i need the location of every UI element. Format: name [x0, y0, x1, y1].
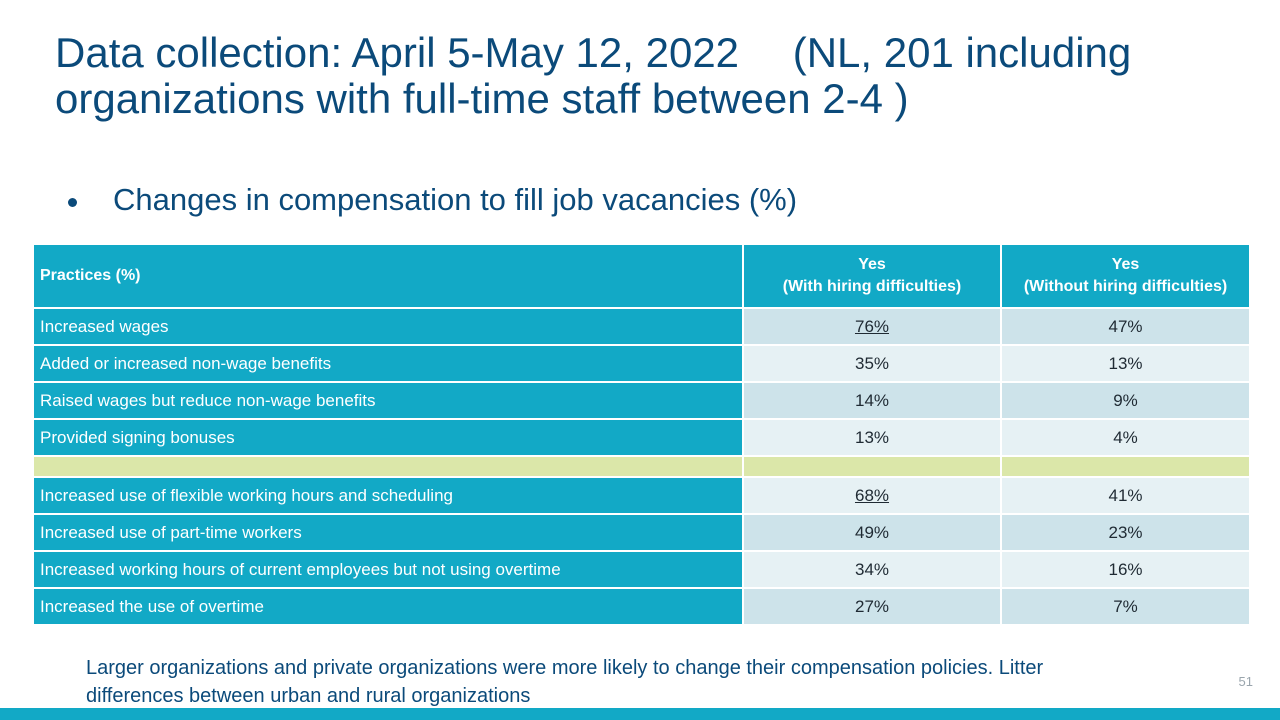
table-header-row: Practices (%) Yes (With hiring difficult… — [32, 243, 1251, 309]
value-without: 13% — [1000, 344, 1251, 383]
page-number: 51 — [1238, 674, 1253, 689]
bullet-text: Changes in compensation to fill job vaca… — [113, 182, 798, 217]
compensation-table: Practices (%) Yes (With hiring difficult… — [32, 243, 1251, 626]
value-with: 76% — [742, 307, 1002, 346]
value-with: 14% — [742, 381, 1002, 420]
table-row: Provided signing bonuses 13% 4% — [32, 418, 1251, 457]
value-without: 16% — [1000, 550, 1251, 589]
table-spacer-row — [32, 455, 1251, 478]
row-label: Increased use of flexible working hours … — [32, 476, 744, 515]
header-practices: Practices (%) — [32, 243, 744, 309]
header-with-line1: Yes — [858, 256, 886, 273]
row-label: Provided signing bonuses — [32, 418, 744, 457]
footnote-text: Larger organizations and private organiz… — [86, 657, 1044, 707]
footer-bar — [0, 708, 1280, 720]
spacer-cell — [742, 455, 1002, 478]
header-with-hiring-difficulties: Yes (With hiring difficulties) — [742, 243, 1002, 309]
value-with: 35% — [742, 344, 1002, 383]
header-without-line1: Yes — [1111, 256, 1140, 273]
table-row: Raised wages but reduce non-wage benefit… — [32, 381, 1251, 420]
table-row: Increased the use of overtime 27% 7% — [32, 587, 1251, 626]
slide-title: Data collection: April 5-May 12, 2022 (N… — [55, 29, 1132, 122]
value-without: 47% — [1000, 307, 1251, 346]
table-row: Increased working hours of current emplo… — [32, 550, 1251, 589]
row-label: Added or increased non-wage benefits — [32, 344, 744, 383]
bullet-point: Changes in compensation to fill job vaca… — [68, 182, 797, 218]
table-row: Added or increased non-wage benefits 35%… — [32, 344, 1251, 383]
value-without: 41% — [1000, 476, 1251, 515]
header-without-hiring-difficulties: Yes (Without hiring difficulties) — [1000, 243, 1251, 309]
row-label: Increased the use of overtime — [32, 587, 744, 626]
row-label: Increased use of part-time workers — [32, 513, 744, 552]
table-row: Increased use of flexible working hours … — [32, 476, 1251, 515]
row-label: Increased working hours of current emplo… — [32, 550, 744, 589]
value-with: 49% — [742, 513, 1002, 552]
header-with-line2: (With hiring difficulties) — [782, 278, 962, 295]
header-without-line2: (Without hiring difficulties) — [1023, 278, 1228, 295]
spacer-cell — [1000, 455, 1251, 478]
value-with: 68% — [742, 476, 1002, 515]
value-without: 9% — [1000, 381, 1251, 420]
value-with: 34% — [742, 550, 1002, 589]
row-label: Increased wages — [32, 307, 744, 346]
value-without: 23% — [1000, 513, 1251, 552]
value-with: 13% — [742, 418, 1002, 457]
value-without: 7% — [1000, 587, 1251, 626]
table-row: Increased use of part-time workers 49% 2… — [32, 513, 1251, 552]
table-row: Increased wages 76% 47% — [32, 307, 1251, 346]
value-without: 4% — [1000, 418, 1251, 457]
row-label: Raised wages but reduce non-wage benefit… — [32, 381, 744, 420]
spacer-cell — [32, 455, 744, 478]
value-with: 27% — [742, 587, 1002, 626]
bullet-dot-icon — [68, 197, 77, 207]
